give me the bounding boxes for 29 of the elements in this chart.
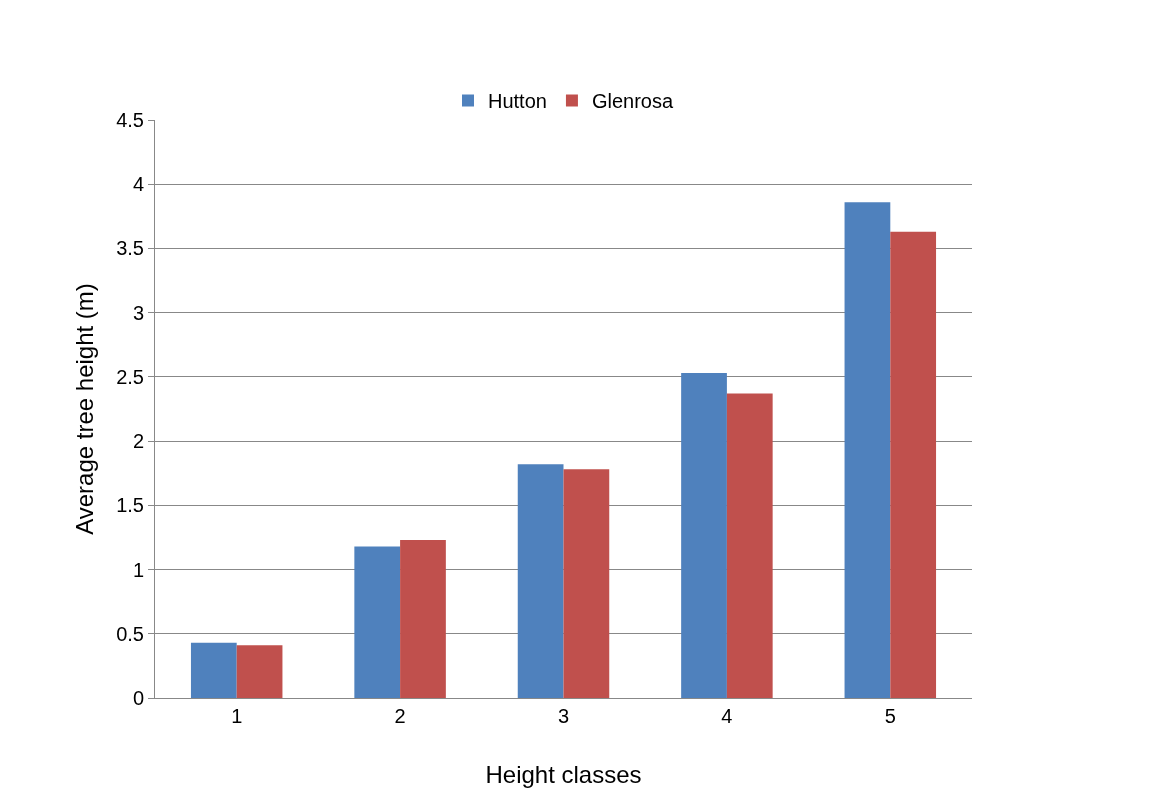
bar xyxy=(681,373,727,698)
x-tick-label: 2 xyxy=(394,705,406,727)
bar xyxy=(890,231,937,698)
x-tick-label: 4 xyxy=(721,705,733,727)
y-tick-label: 3 xyxy=(132,301,144,324)
x-tick-label: 5 xyxy=(884,705,896,727)
y-tick-label: 1.5 xyxy=(116,494,144,517)
bar xyxy=(190,642,237,698)
bar xyxy=(354,546,401,698)
y-tick-label: 4 xyxy=(132,173,144,196)
bar xyxy=(400,540,446,698)
y-axis-title: Average tree height (m) xyxy=(71,283,99,535)
legend-label: Hutton xyxy=(488,90,547,113)
x-axis-title: Height classes xyxy=(485,761,642,789)
legend-label: Glenrosa xyxy=(591,90,674,113)
x-tick-label: 1 xyxy=(231,705,243,727)
y-tick-label: 3.5 xyxy=(116,237,144,260)
y-tick-label: 0.5 xyxy=(116,622,144,645)
bar xyxy=(236,645,283,698)
y-tick-label: 4.5 xyxy=(116,109,144,131)
bar xyxy=(844,202,891,698)
y-tick-label: 0 xyxy=(132,687,144,709)
y-tick-label: 2.5 xyxy=(116,365,144,388)
bar xyxy=(726,393,773,698)
y-tick-label: 1 xyxy=(132,558,144,581)
bar xyxy=(563,469,610,698)
bar xyxy=(517,464,564,698)
x-tick-label: 3 xyxy=(557,705,570,727)
y-tick-label: 2 xyxy=(132,430,144,453)
